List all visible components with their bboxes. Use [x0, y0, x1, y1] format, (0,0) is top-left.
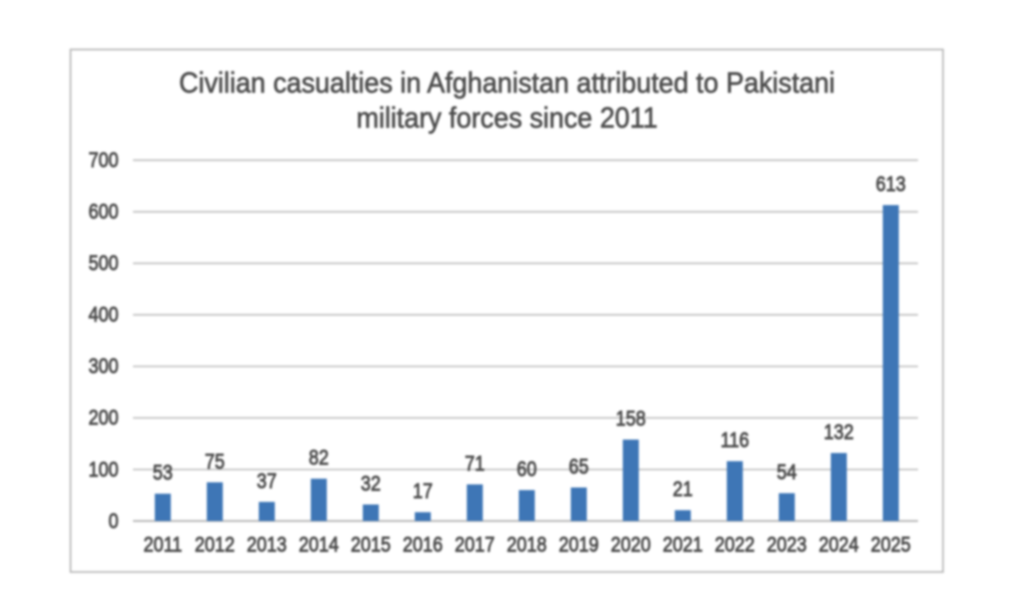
svg-text:17: 17: [413, 480, 433, 504]
svg-text:2017: 2017: [455, 533, 495, 557]
svg-text:2015: 2015: [351, 533, 391, 557]
svg-text:100: 100: [88, 458, 118, 482]
svg-text:military forces since 2011: military forces since 2011: [356, 102, 657, 134]
svg-text:82: 82: [309, 446, 329, 470]
svg-text:2025: 2025: [871, 533, 911, 557]
svg-text:2021: 2021: [663, 533, 703, 557]
svg-text:54: 54: [777, 461, 797, 485]
svg-text:158: 158: [616, 407, 646, 431]
svg-text:2013: 2013: [247, 533, 287, 557]
svg-text:32: 32: [361, 472, 381, 496]
svg-text:400: 400: [88, 303, 118, 327]
svg-text:116: 116: [720, 429, 749, 453]
svg-text:53: 53: [153, 461, 173, 485]
svg-text:2023: 2023: [767, 533, 807, 557]
svg-text:2020: 2020: [611, 533, 651, 557]
svg-text:21: 21: [673, 478, 693, 502]
svg-text:300: 300: [88, 355, 118, 379]
svg-text:0: 0: [108, 509, 118, 533]
svg-text:613: 613: [876, 173, 906, 197]
svg-text:500: 500: [88, 252, 118, 276]
svg-text:65: 65: [569, 455, 589, 479]
svg-text:60: 60: [517, 458, 537, 482]
svg-text:2014: 2014: [299, 533, 339, 557]
svg-text:2011: 2011: [143, 533, 182, 557]
svg-text:2019: 2019: [559, 533, 599, 557]
svg-text:2018: 2018: [507, 533, 547, 557]
svg-text:600: 600: [88, 200, 118, 224]
svg-text:71: 71: [465, 452, 485, 476]
svg-text:700: 700: [88, 149, 118, 173]
svg-text:37: 37: [257, 469, 277, 493]
svg-text:200: 200: [88, 406, 118, 430]
svg-text:75: 75: [205, 450, 225, 474]
svg-text:2024: 2024: [819, 533, 859, 557]
svg-text:2016: 2016: [403, 533, 443, 557]
svg-text:Civilian casualties in Afghani: Civilian casualties in Afghanistan attri…: [179, 67, 835, 99]
svg-text:2012: 2012: [195, 533, 235, 557]
svg-text:132: 132: [824, 421, 854, 445]
svg-text:2022: 2022: [715, 533, 755, 557]
